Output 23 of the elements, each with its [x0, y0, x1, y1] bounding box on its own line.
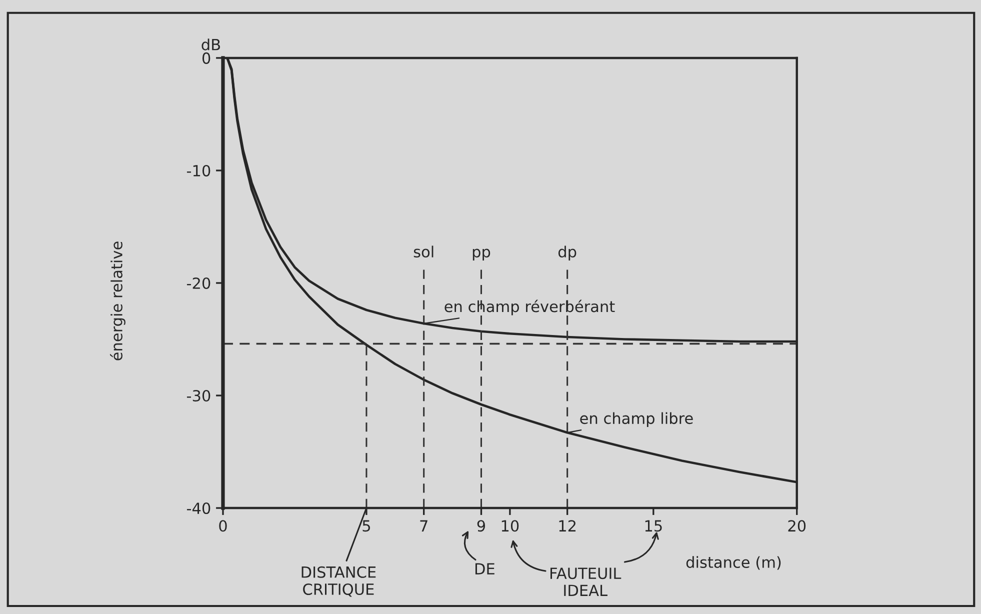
x-tick-label: 20	[788, 520, 806, 532]
x-tick-label: 12	[559, 520, 576, 532]
ref-line-label: dp	[558, 246, 576, 260]
x-tick-label: 9	[477, 520, 486, 532]
x-tick-label: 7	[420, 520, 428, 532]
y-tick-label: -10	[186, 164, 210, 176]
x-tick-label: 0	[219, 520, 227, 532]
x-tick-label: 10	[502, 520, 519, 532]
series-label: en champ libre	[580, 412, 693, 428]
x-tick-label: 5	[362, 520, 370, 532]
text: dB	[202, 38, 220, 50]
y-tick-label: -40	[186, 502, 210, 514]
text: FAUTEUIL IDEAL	[550, 568, 622, 596]
x-tick-label: 15	[645, 520, 662, 532]
text: DE	[475, 563, 494, 574]
x-axis-title: distance (m)	[686, 556, 781, 570]
annotation: DISTANCE CRITIQUE	[302, 566, 376, 597]
y-tick-label: 0	[202, 52, 210, 64]
y-tick-label: -30	[186, 390, 210, 402]
ref-line-label: pp	[472, 248, 490, 260]
ref-line-label: sol	[414, 246, 434, 258]
y-axis-title: énergie relative	[110, 242, 126, 360]
y-tick-label: -20	[186, 277, 210, 290]
